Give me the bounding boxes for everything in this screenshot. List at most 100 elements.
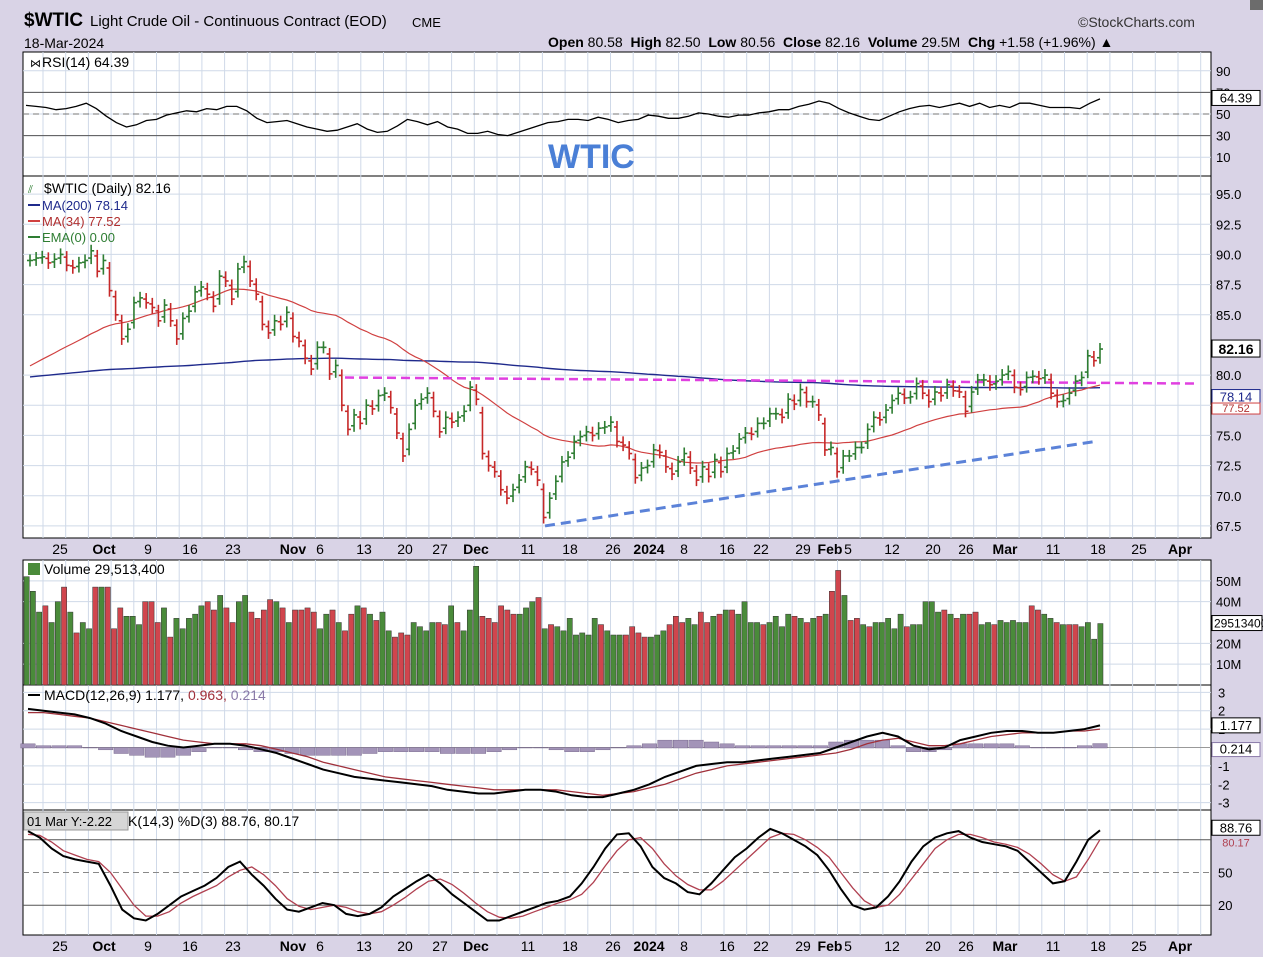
volume-bar <box>229 622 236 686</box>
volume-bar <box>1028 605 1035 686</box>
volume-bar <box>342 630 348 686</box>
volume-bar <box>173 618 180 686</box>
open-label: Open <box>548 34 584 50</box>
volume-bar <box>248 611 255 686</box>
volume-bar <box>816 616 823 686</box>
volume-bar <box>741 601 748 686</box>
price-tick-label: 85.0 <box>1216 308 1241 323</box>
macd-histogram-bar <box>983 743 999 749</box>
volume-bar <box>610 634 617 686</box>
volume-bar <box>1097 623 1104 686</box>
vol-tick-label: 50M <box>1216 574 1241 589</box>
macd-histogram-bar <box>393 747 409 752</box>
volume-bar <box>535 597 542 686</box>
macd-histogram-bar <box>906 747 922 752</box>
ma34-last-box <box>1211 402 1261 415</box>
volume-bar <box>679 622 685 686</box>
rsi-legend: RSI(14) 64.39 <box>42 54 129 70</box>
volume-bar <box>928 601 935 686</box>
vol-last-box <box>1211 615 1263 632</box>
volume-bar <box>161 607 167 686</box>
volume-bar <box>329 609 336 686</box>
sto-tick-label: 20 <box>1218 898 1232 913</box>
price-last-box <box>1211 339 1261 358</box>
x-axis-label: 26 <box>958 938 974 954</box>
volume-bar <box>854 618 860 686</box>
x-axis-label: Nov <box>280 541 307 557</box>
volume-bar <box>236 601 242 686</box>
volume-bar <box>267 599 273 686</box>
volume-bar <box>516 613 523 686</box>
ohlc-readout: Open 80.58 High 82.50 Low 80.56 Close 82… <box>548 34 1113 50</box>
macd-histogram-bar <box>735 745 751 749</box>
macd-histogram-bar <box>67 745 83 749</box>
rsi-last-label: 64.39 <box>1220 90 1253 105</box>
x-axis-label: 25 <box>1131 938 1147 954</box>
macd-histogram-bar <box>362 747 378 754</box>
x-axis-label: 16 <box>182 938 198 954</box>
volume-bar <box>1022 622 1029 686</box>
x-axis-label: 5 <box>844 938 852 954</box>
macd-histogram-bar <box>1076 745 1092 749</box>
volume-bar <box>760 624 767 686</box>
macd-histogram-bar <box>1045 747 1061 749</box>
price-tick-label: 95.0 <box>1216 187 1241 202</box>
volume-bar <box>485 618 492 686</box>
high-label: High <box>630 34 662 50</box>
window-corner <box>1250 0 1263 10</box>
volume-bar <box>373 620 380 686</box>
vol-tick-label: 10M <box>1216 657 1241 672</box>
hist-last-label: 0.214 <box>1220 742 1253 757</box>
rsi-line <box>25 98 1101 137</box>
volume-bar <box>435 622 442 686</box>
volume-bar <box>810 618 817 686</box>
macd-histogram-bar <box>98 747 114 751</box>
x-axis-label: 2024 <box>633 541 664 557</box>
volume-bar <box>566 618 573 686</box>
volume-bar <box>672 616 679 686</box>
rsi-last-box <box>1211 89 1261 106</box>
macd-histogram-bar <box>548 747 564 751</box>
volume-bar <box>797 618 804 686</box>
volume-bar <box>304 607 311 686</box>
volume-bar <box>392 636 398 686</box>
x-axis-label: 18 <box>562 541 578 557</box>
volume-bar <box>916 624 923 686</box>
volume-bar <box>292 609 298 686</box>
macd-histogram-bar <box>1030 747 1046 749</box>
macd-histogram-bar <box>300 747 316 756</box>
volume-bar <box>98 586 105 686</box>
x-axis-label: 27 <box>432 541 448 557</box>
volume-bar <box>466 609 473 686</box>
volume-bar <box>104 586 111 686</box>
x-axis-label: Apr <box>1168 541 1193 557</box>
volume-bar <box>223 607 230 686</box>
volume-bar <box>866 626 873 686</box>
volume-bar <box>935 611 941 686</box>
macd-histogram-bar <box>890 745 906 749</box>
x-axis-label: 22 <box>753 541 769 557</box>
x-axis-label: Mar <box>993 541 1018 557</box>
macd-signal-line <box>28 711 1101 796</box>
ma200-last-label: 78.14 <box>1220 390 1253 405</box>
volume-bar <box>772 616 779 686</box>
x-axis-label: Oct <box>92 938 116 954</box>
macd-last-box <box>1211 717 1261 734</box>
volume-bar <box>417 626 423 686</box>
volume-bar <box>716 613 723 686</box>
volume-bar <box>310 611 317 686</box>
x-axis-label: 29 <box>795 541 811 557</box>
volume-bar <box>860 624 867 686</box>
rsi-tick-label: 90 <box>1216 64 1230 79</box>
x-axis-label: Feb <box>818 541 843 557</box>
volume-bar <box>978 624 985 686</box>
x-axis-label: 11 <box>1046 541 1061 557</box>
volume-bar <box>691 624 698 686</box>
x-axis-label: 8 <box>680 541 688 557</box>
macd-histogram-bar <box>20 743 36 749</box>
volume-bar <box>1072 624 1079 686</box>
price-tick-label: 75.0 <box>1216 428 1241 443</box>
volume-bar <box>541 628 548 686</box>
macd-tick-label: -1 <box>1218 759 1230 774</box>
